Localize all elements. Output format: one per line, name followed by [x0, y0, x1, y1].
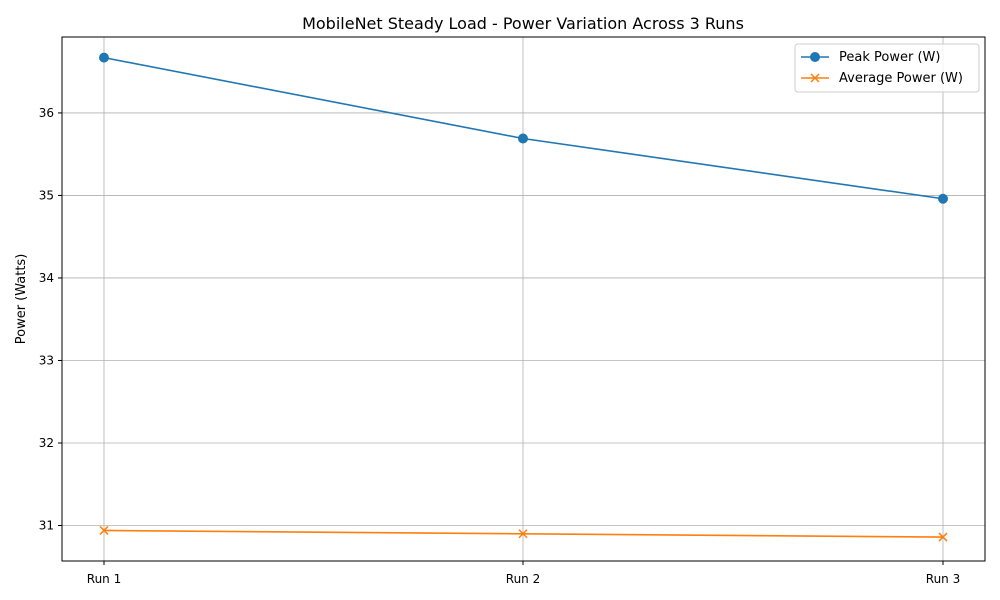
legend: Peak Power (W) Average Power (W) — [794, 43, 980, 93]
plot-frame — [61, 36, 986, 562]
grid-lines — [62, 37, 985, 561]
y-tick-label: 32 — [39, 436, 54, 450]
legend-marker — [810, 73, 820, 83]
y-axis-ticks: 31 32 33 34 35 36 — [39, 106, 62, 533]
x-axis-ticks: Run 1 Run 2 Run 3 — [87, 561, 960, 586]
chart-title: MobileNet Steady Load - Power Variation … — [302, 14, 744, 33]
data-point-peak — [938, 193, 948, 204]
data-point-average — [938, 532, 948, 542]
y-axis-label: Power (Watts) — [14, 254, 29, 345]
y-tick-label: 36 — [39, 106, 54, 120]
x-tick-label: Run 3 — [926, 572, 960, 586]
legend-label: Average Power (W) — [839, 71, 963, 86]
legend-label: Peak Power (W) — [839, 50, 940, 65]
legend-box — [794, 43, 980, 93]
x-tick-label: Run 2 — [506, 572, 540, 586]
series-lines — [99, 52, 948, 542]
data-point-peak — [518, 133, 528, 144]
y-tick-label: 33 — [39, 353, 54, 367]
y-tick-label: 35 — [39, 188, 54, 202]
x-tick-label: Run 1 — [87, 572, 121, 586]
data-point-average — [518, 529, 528, 539]
y-tick-label: 31 — [39, 519, 54, 533]
legend-entry: Average Power (W) — [801, 71, 963, 86]
legend-marker — [810, 52, 820, 62]
data-point-average — [99, 525, 109, 535]
y-tick-label: 34 — [39, 271, 54, 285]
legend-entry: Peak Power (W) — [801, 50, 940, 65]
data-point-peak — [99, 52, 109, 63]
